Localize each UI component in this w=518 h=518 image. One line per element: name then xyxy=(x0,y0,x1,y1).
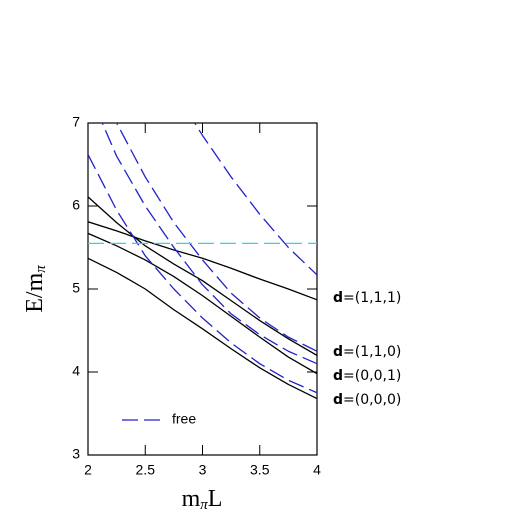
x-tick-label: 2 xyxy=(84,462,92,478)
curve-label: d=(1,1,0) xyxy=(333,344,401,360)
label-bold: d xyxy=(333,392,343,408)
curve-label: d=(0,0,0) xyxy=(333,392,401,408)
curve-label: d=(1,1,1) xyxy=(333,290,401,306)
x-tick-label: 4 xyxy=(313,462,321,478)
y-axis-label: E/mπ xyxy=(22,265,50,313)
y-tick-label: 5 xyxy=(72,280,80,296)
y-tick-label: 4 xyxy=(72,363,80,379)
label-text: =(0,0,0) xyxy=(343,392,401,408)
plot-frame xyxy=(87,122,318,456)
series-line xyxy=(88,221,317,301)
series-line xyxy=(88,196,317,356)
series-line xyxy=(101,123,317,365)
lines xyxy=(88,123,317,400)
label-bold: d xyxy=(333,344,343,360)
label-text: =(0,0,1) xyxy=(343,368,401,384)
label-text: =(1,1,0) xyxy=(343,344,401,360)
y-tick-label: 3 xyxy=(72,446,80,462)
legend-label: free xyxy=(172,411,196,427)
series-line xyxy=(193,123,317,276)
x-tick-label: 2.5 xyxy=(136,462,156,478)
x-axis-label: mπL xyxy=(182,486,223,514)
curve-label: d=(0,0,1) xyxy=(333,368,401,384)
y-tick-label: 6 xyxy=(72,197,80,213)
x-tick-label: 3.5 xyxy=(250,462,270,478)
x-tick-label: 3 xyxy=(199,462,207,478)
label-bold: d xyxy=(333,368,343,384)
series-line xyxy=(88,232,317,375)
y-tick-label: 7 xyxy=(72,114,80,130)
series-line xyxy=(88,154,317,394)
series-line xyxy=(88,257,317,400)
series-line xyxy=(115,123,317,352)
label-bold: d xyxy=(333,290,343,306)
label-text: =(1,1,1) xyxy=(343,290,401,306)
